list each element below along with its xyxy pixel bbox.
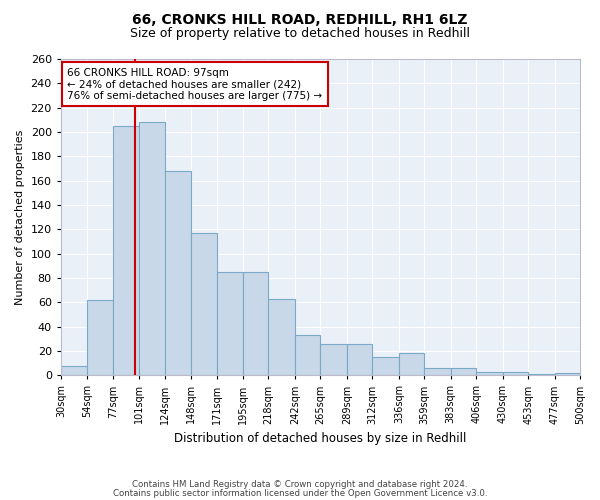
Bar [503,372,528,376]
Bar [424,368,451,376]
Bar [373,357,399,376]
Bar [217,272,243,376]
Text: 66 CRONKS HILL ROAD: 97sqm
← 24% of detached houses are smaller (242)
76% of sem: 66 CRONKS HILL ROAD: 97sqm ← 24% of deta… [67,68,323,100]
Bar [399,354,424,376]
Bar [243,272,268,376]
Bar [476,372,503,376]
Text: Contains HM Land Registry data © Crown copyright and database right 2024.: Contains HM Land Registry data © Crown c… [132,480,468,489]
Bar [191,233,217,376]
Bar [268,298,295,376]
Bar [113,126,139,376]
Bar [295,335,320,376]
Text: Size of property relative to detached houses in Redhill: Size of property relative to detached ho… [130,28,470,40]
Bar [554,373,580,376]
Bar [347,344,373,376]
X-axis label: Distribution of detached houses by size in Redhill: Distribution of detached houses by size … [174,432,467,445]
Text: Contains public sector information licensed under the Open Government Licence v3: Contains public sector information licen… [113,490,487,498]
Bar [451,368,476,376]
Bar [320,344,347,376]
Bar [88,300,113,376]
Text: 66, CRONKS HILL ROAD, REDHILL, RH1 6LZ: 66, CRONKS HILL ROAD, REDHILL, RH1 6LZ [132,12,468,26]
Bar [139,122,164,376]
Bar [164,171,191,376]
Y-axis label: Number of detached properties: Number of detached properties [15,130,25,305]
Bar [528,374,554,376]
Bar [61,366,88,376]
